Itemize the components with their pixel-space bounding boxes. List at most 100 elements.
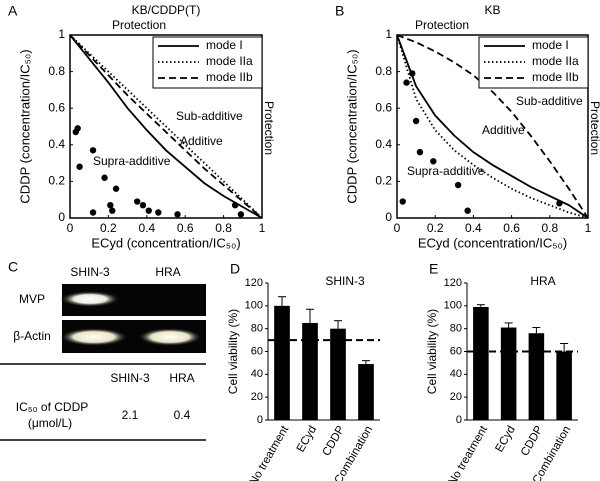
table-header: SHIN-3 (110, 371, 150, 385)
y-tick-label: 80 (450, 323, 462, 335)
legend-label: mode IIa (532, 54, 579, 68)
bar (302, 322, 318, 420)
y-tick-label: 1 (58, 27, 65, 41)
y-tick-label: 0 (58, 210, 65, 224)
x-tick-label: 0.4 (138, 221, 155, 235)
x-tick-label: ECyd (493, 424, 517, 454)
y-tick-label: 0 (385, 210, 392, 224)
y-tick-label: 0.4 (375, 137, 392, 151)
blot-label: β-Actin (13, 329, 51, 343)
y-axis-label: Cell viability (%) (226, 309, 240, 394)
isobole-line (396, 34, 589, 219)
panel-label: B (335, 3, 344, 19)
x-axis-label: ECyd (concentration/IC₅₀) (418, 235, 567, 250)
bar (556, 351, 572, 420)
x-tick-label: 0.8 (541, 221, 558, 235)
y-axis-label: CDDP (concentration/IC₅₀) (344, 49, 359, 203)
bar (274, 305, 290, 420)
table-row-label: (μmol/L) (28, 416, 72, 430)
y-tick-label: 120 (245, 277, 263, 289)
x-tick-label: 0.6 (503, 221, 520, 235)
bar (500, 327, 517, 420)
y-tick-label: 0.2 (48, 174, 65, 188)
y-tick-label: 80 (251, 323, 263, 335)
table-cell: 2.1 (122, 408, 139, 422)
data-point (464, 207, 471, 214)
chart-title: SHIN-3 (325, 274, 365, 288)
data-point (74, 125, 81, 132)
isobole-line (396, 34, 589, 219)
x-tick-label: CDDP (519, 424, 546, 459)
annotation: Supra-additive (93, 154, 171, 168)
data-point (403, 79, 410, 86)
chart-title: HRA (530, 274, 555, 288)
data-point (430, 158, 437, 165)
lane-label: SHIN-3 (70, 265, 110, 279)
y-tick-label: 0.4 (48, 137, 65, 151)
annotation: Additive (482, 123, 525, 137)
table-row-label: IC₅₀ of CDDP (16, 400, 89, 414)
chart-title: KB (484, 3, 500, 17)
data-point (556, 200, 563, 207)
x-tick-label: 1 (585, 221, 592, 235)
y-tick-label: 0 (456, 414, 462, 426)
x-tick-label: No treatment (248, 423, 292, 481)
data-point (89, 209, 97, 216)
bar (358, 364, 374, 420)
panel-label: A (8, 3, 18, 19)
y-tick-label: 0.8 (48, 64, 65, 78)
panel-label: D (230, 261, 240, 277)
y-tick-label: 40 (450, 368, 462, 380)
data-point (112, 185, 120, 192)
plot-frame (69, 34, 263, 219)
x-tick-label: 0 (67, 221, 74, 235)
x-tick-label: 0.6 (177, 221, 194, 235)
y-tick-label: 120 (444, 277, 462, 289)
data-point (416, 148, 424, 156)
y-tick-label: 100 (444, 300, 462, 312)
isobole-line (69, 34, 263, 219)
annotation: Protection (112, 18, 166, 32)
isobole-line (69, 34, 263, 219)
isobole-line (396, 34, 589, 219)
data-point (109, 207, 116, 214)
x-tick-label: 0.2 (100, 221, 117, 235)
y-tick-label: 40 (251, 368, 263, 380)
data-point (409, 70, 416, 77)
data-point (237, 211, 245, 218)
annotation: Sub-additive (516, 94, 583, 108)
y-tick-label: 0.6 (375, 100, 392, 114)
data-point (134, 198, 141, 205)
data-point (89, 147, 97, 154)
data-point (155, 209, 162, 216)
x-tick-label: ECyd (295, 424, 319, 454)
x-tick-label: 0.4 (465, 221, 482, 235)
chart-title: KB/CDDP(T) (132, 3, 201, 17)
legend-label: mode IIb (206, 70, 253, 84)
bar (473, 306, 489, 420)
band (138, 328, 202, 346)
data-point (399, 198, 406, 205)
x-tick-label: 0.2 (427, 221, 444, 235)
panel-label: C (8, 259, 18, 275)
data-point (145, 207, 152, 214)
band (60, 291, 120, 307)
legend-label: mode I (532, 38, 569, 52)
data-point (412, 117, 420, 125)
legend-label: mode I (206, 38, 243, 52)
table-cell: 0.4 (174, 408, 191, 422)
y-axis-label: Cell viability (%) (425, 309, 439, 394)
y-tick-label: 60 (251, 345, 263, 357)
x-tick-label: 0 (394, 221, 401, 235)
y-tick-label: 0.8 (375, 64, 392, 78)
band (60, 328, 128, 346)
y-tick-label: 0 (257, 414, 263, 426)
y-axis-label: CDDP (concentration/IC₅₀) (17, 49, 32, 203)
isobole-line (69, 34, 263, 219)
annotation: Protection (262, 101, 276, 155)
y-tick-label: 100 (245, 300, 263, 312)
plot-frame (396, 34, 589, 219)
data-point (174, 211, 181, 218)
table-header: HRA (169, 371, 194, 385)
y-tick-label: 60 (450, 345, 462, 357)
